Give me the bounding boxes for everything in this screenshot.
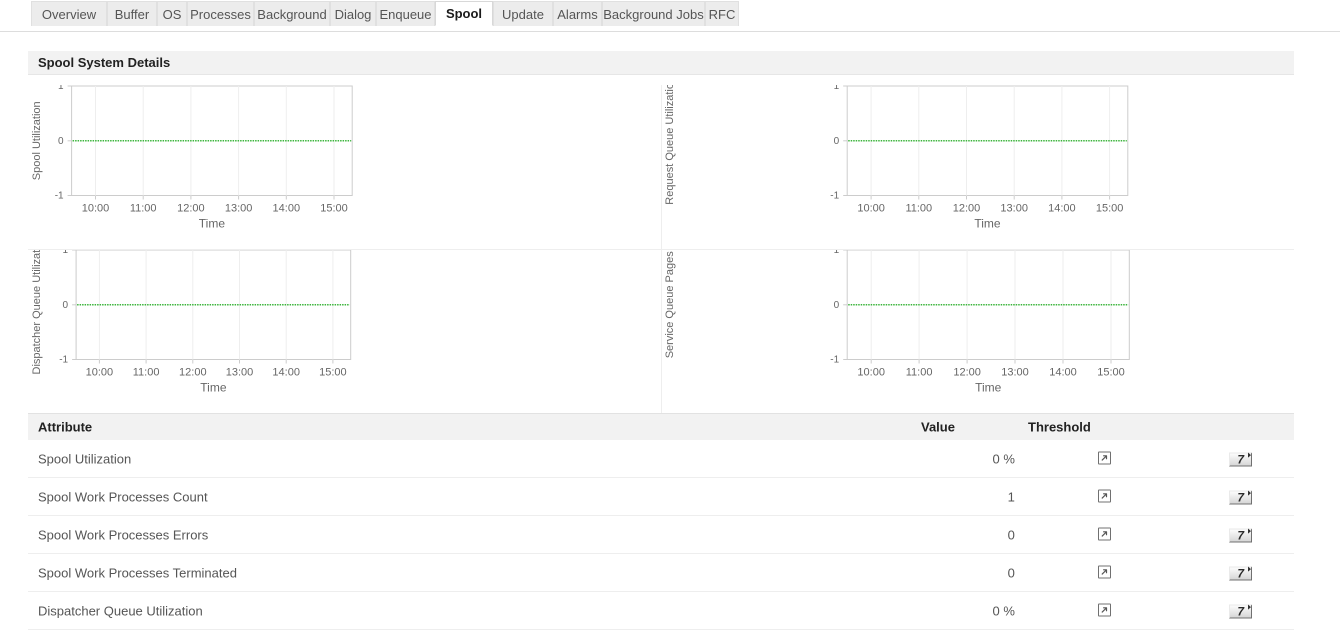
svg-text:-1: -1	[55, 191, 64, 202]
svg-text:11:00: 11:00	[906, 367, 933, 379]
svg-text:12:00: 12:00	[953, 367, 981, 379]
svg-text:0: 0	[63, 300, 69, 311]
svg-text:11:00: 11:00	[133, 367, 160, 379]
svg-text:11:00: 11:00	[905, 203, 932, 215]
svg-text:Dispatcher Queue Utilization: Dispatcher Queue Utilization	[31, 249, 43, 375]
svg-text:15:00: 15:00	[1096, 203, 1124, 215]
svg-text:1: 1	[834, 249, 840, 256]
svg-text:Time: Time	[200, 381, 227, 395]
svg-text:-1: -1	[830, 355, 839, 366]
svg-text:0: 0	[834, 136, 840, 147]
svg-text:15:00: 15:00	[1097, 367, 1125, 379]
svg-text:1: 1	[58, 85, 64, 92]
svg-text:1: 1	[834, 85, 840, 92]
svg-text:0: 0	[834, 300, 840, 311]
svg-text:13:00: 13:00	[226, 367, 254, 379]
svg-text:Service Queue Pages: Service Queue Pages	[664, 251, 676, 359]
svg-text:Time: Time	[199, 217, 226, 231]
svg-text:Request Queue Utilization: Request Queue Utilization	[664, 85, 676, 205]
svg-text:10:00: 10:00	[857, 203, 885, 215]
svg-text:15:00: 15:00	[320, 203, 348, 215]
svg-text:1: 1	[63, 249, 69, 256]
svg-text:12:00: 12:00	[179, 367, 207, 379]
svg-text:-1: -1	[59, 355, 68, 366]
svg-text:-1: -1	[830, 191, 839, 202]
svg-text:Time: Time	[974, 217, 1001, 231]
svg-text:13:00: 13:00	[1000, 203, 1028, 215]
svg-text:11:00: 11:00	[130, 203, 157, 215]
svg-text:12:00: 12:00	[177, 203, 205, 215]
svg-text:12:00: 12:00	[953, 203, 981, 215]
svg-text:14:00: 14:00	[1048, 203, 1076, 215]
svg-text:Spool Utilization: Spool Utilization	[31, 101, 43, 180]
svg-text:13:00: 13:00	[1001, 367, 1029, 379]
svg-text:10:00: 10:00	[86, 367, 114, 379]
svg-text:14:00: 14:00	[1049, 367, 1077, 379]
svg-text:14:00: 14:00	[272, 367, 300, 379]
svg-text:15:00: 15:00	[319, 367, 347, 379]
svg-text:10:00: 10:00	[857, 367, 885, 379]
svg-text:0: 0	[58, 136, 64, 147]
svg-text:14:00: 14:00	[273, 203, 301, 215]
svg-text:Time: Time	[975, 381, 1002, 395]
svg-text:13:00: 13:00	[225, 203, 253, 215]
svg-text:10:00: 10:00	[82, 203, 110, 215]
